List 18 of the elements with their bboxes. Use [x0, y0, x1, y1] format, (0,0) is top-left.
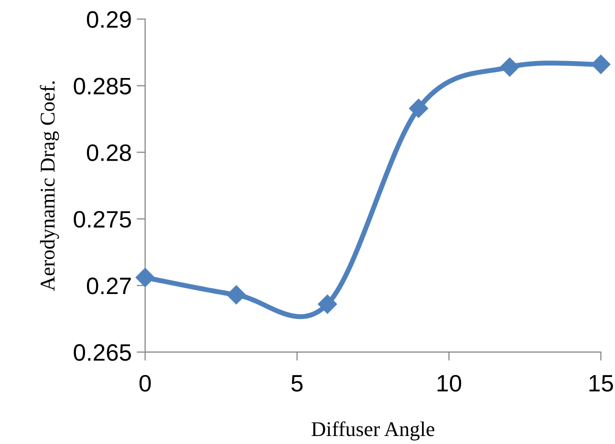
point: [500, 58, 520, 77]
y-tick-label: 0.27: [86, 278, 131, 294]
y-tick-label: 0.29: [86, 11, 131, 28]
x-tick-label: 15: [590, 375, 613, 392]
y-axis-title: Aerodynamic Drag Coef.: [40, 81, 59, 291]
x-tick-label: 10: [438, 374, 462, 392]
x-axis-title: Diffuser Angle: [312, 421, 434, 440]
x-tick-label: 0: [139, 374, 151, 392]
point: [318, 294, 337, 314]
point: [136, 268, 155, 288]
point: [226, 285, 246, 304]
point: [591, 54, 610, 74]
y-tick-label: 0.28: [86, 144, 131, 162]
point: [409, 98, 428, 118]
x-tick-label: 5: [291, 375, 303, 392]
y-tick-label: 0.285: [74, 78, 131, 94]
y-tick-label: 0.265: [74, 344, 131, 361]
y-tick-label: 0.275: [74, 210, 131, 228]
